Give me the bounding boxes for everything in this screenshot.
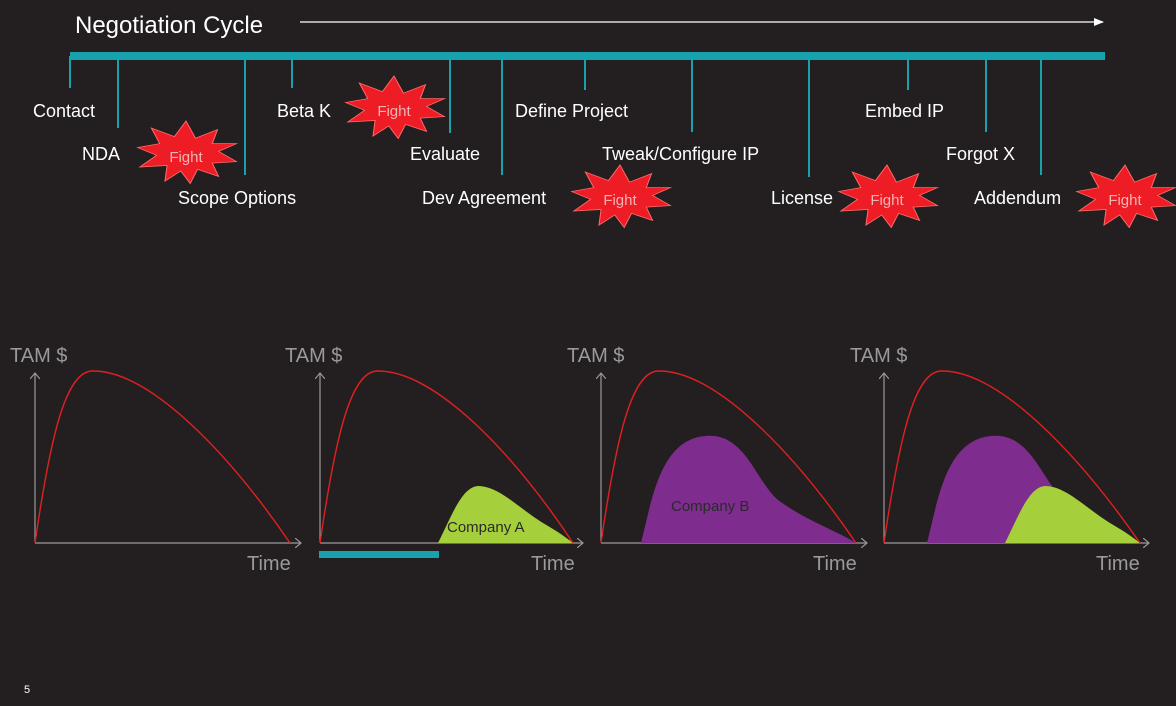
market-curve	[883, 370, 1141, 544]
chart-y-label: TAM $	[285, 345, 342, 367]
step-contact: Contact	[33, 101, 95, 121]
step-nda: NDA	[82, 144, 120, 164]
step-evaluate: Evaluate	[410, 144, 480, 164]
step-beta-k: Beta K	[277, 101, 331, 121]
tam-chart-2: TAM $ Company A Time	[285, 345, 582, 575]
chart-y-label: TAM $	[567, 345, 624, 367]
market-curve	[600, 370, 857, 544]
fight-label: Fight	[603, 192, 637, 209]
page-title: Negotiation Cycle	[75, 12, 263, 39]
fight-burst-addendum: Fight	[1076, 164, 1176, 228]
fight-burst-nda: Fight	[137, 120, 237, 184]
tam-chart-4: TAM $ Time	[850, 345, 1148, 575]
fight-burst-beta-k: Fight	[345, 75, 445, 139]
market-curve	[34, 370, 291, 544]
company-b-label: Company B	[671, 498, 749, 515]
step-forgot-x: Forgot X	[946, 144, 1015, 164]
timing-bar	[319, 551, 439, 558]
company-b-area	[641, 435, 856, 543]
company-a-area	[1005, 486, 1140, 543]
company-a-label: Company A	[447, 519, 525, 536]
step-embed-ip: Embed IP	[865, 101, 944, 121]
step-scope-options: Scope Options	[178, 188, 296, 208]
step-license: License	[771, 188, 833, 208]
step-define-project: Define Project	[515, 101, 628, 121]
timeline-ticks	[69, 56, 1042, 177]
fight-burst-license: Fight	[838, 164, 938, 228]
chart-y-label: TAM $	[10, 345, 67, 367]
step-addendum: Addendum	[974, 188, 1061, 208]
step-tweak-configure-ip: Tweak/Configure IP	[602, 144, 759, 164]
fight-label: Fight	[169, 149, 203, 166]
fight-label: Fight	[1108, 192, 1142, 209]
fight-label: Fight	[377, 103, 411, 120]
step-dev-agreement: Dev Agreement	[422, 188, 546, 208]
fight-burst-dev-agreement: Fight	[571, 164, 671, 228]
fight-label: Fight	[870, 192, 904, 209]
chart-x-label: Time	[247, 553, 291, 575]
chart-x-label: Time	[1096, 553, 1140, 575]
chart-y-label: TAM $	[850, 345, 907, 367]
timeline-bar	[70, 52, 1105, 60]
tam-chart-1: TAM $ Time	[10, 345, 300, 575]
tam-chart-3: TAM $ Company B Time	[567, 345, 866, 575]
page-number: 5	[24, 684, 30, 696]
market-curve	[319, 370, 574, 544]
company-a-area	[438, 486, 573, 543]
chart-x-label: Time	[813, 553, 857, 575]
chart-x-label: Time	[531, 553, 575, 575]
